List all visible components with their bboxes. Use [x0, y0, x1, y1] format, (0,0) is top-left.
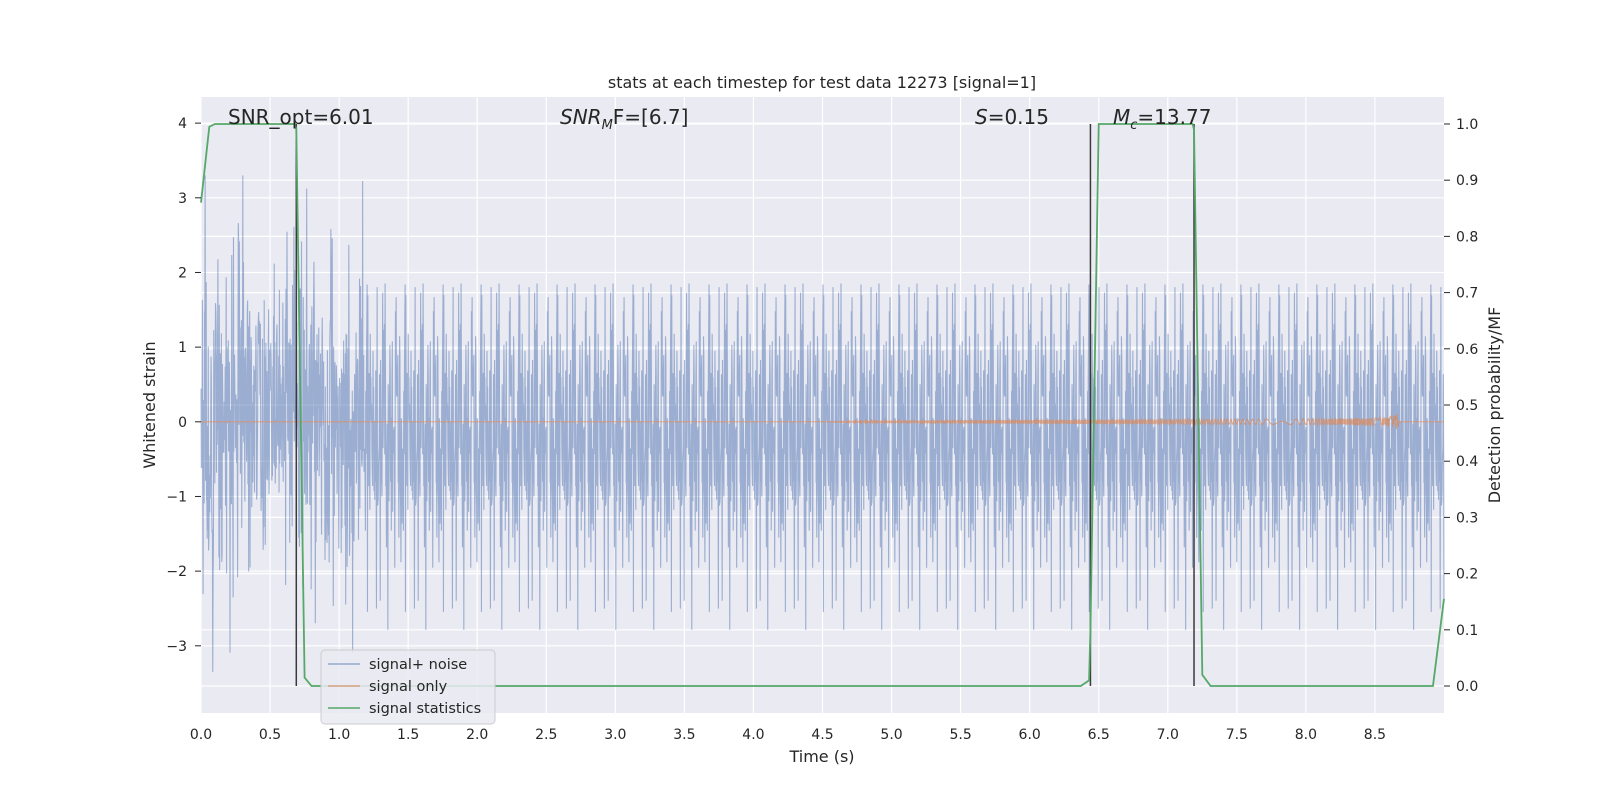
legend-label-signal-noise: signal+ noise [369, 657, 467, 673]
signal-statistics-line [200, 123, 1445, 687]
x-tick-label: 4.5 [811, 727, 833, 743]
y-tick-label: 3 [178, 191, 187, 207]
x-tick-label: 5.5 [949, 727, 971, 743]
y-tick-label: 1 [178, 340, 187, 356]
annotation-mc: Mc=13.77 [1113, 105, 1211, 133]
y2-axis-label: Detection probability/MF [1485, 307, 1504, 504]
signal-only-line [201, 413, 1444, 430]
x-tick-label: 5.0 [880, 727, 902, 743]
x-tick-label: 7.5 [1226, 727, 1248, 743]
y-tick-label: 4 [178, 116, 187, 132]
chart-title: stats at each timestep for test data 122… [608, 73, 1036, 92]
y2-axis-ticks: 1.0 0.9 0.8 0.7 0.6 0.5 0.4 0.3 0.2 0.1 0.0 [1444, 117, 1478, 695]
signal-noise-series [200, 175, 1445, 672]
y-axis-label: Whitened strain [140, 341, 159, 468]
x-tick-label: 6.0 [1019, 727, 1041, 743]
y-tick-label: 2 [178, 265, 187, 281]
x-tick-label: 0.0 [190, 727, 212, 743]
x-tick-label: 0.5 [259, 727, 281, 743]
y-tick-label: −1 [166, 489, 187, 505]
x-tick-label: 2.5 [535, 727, 557, 743]
y2-tick-label: 0.4 [1456, 454, 1478, 470]
x-tick-label: 3.5 [673, 727, 695, 743]
legend-label-signal-only: signal only [369, 679, 448, 695]
signal-statistics-series [200, 123, 1445, 687]
y-tick-label: −2 [166, 564, 187, 580]
y-tick-label: 0 [178, 415, 187, 431]
y2-tick-label: 0.2 [1456, 567, 1478, 583]
y-tick-label: −3 [166, 639, 187, 655]
y2-tick-label: 0.6 [1456, 342, 1478, 358]
y-axis-ticks: 4 3 2 1 0 −1 −2 −3 [166, 116, 201, 655]
x-tick-label: 2.0 [466, 727, 488, 743]
x-tick-label: 3.0 [604, 727, 626, 743]
x-tick-label: 1.5 [397, 727, 419, 743]
legend: signal+ noise signal only signal statist… [320, 649, 496, 725]
x-tick-label: 4.0 [742, 727, 764, 743]
y2-tick-label: 0.7 [1456, 286, 1478, 302]
x-tick-label: 8.5 [1364, 727, 1386, 743]
y2-tick-label: 0.8 [1456, 229, 1478, 245]
y2-tick-label: 0.1 [1456, 623, 1478, 639]
y2-tick-label: 0.3 [1456, 510, 1478, 526]
legend-label-signal-statistics: signal statistics [369, 701, 481, 717]
annotation-s: S=0.15 [975, 105, 1049, 129]
legend-box [320, 649, 496, 725]
y2-tick-label: 0.0 [1456, 679, 1478, 695]
x-axis-ticks: 0.0 0.5 1.0 1.5 2.0 2.5 3.0 3.5 4.0 4.5 5.0 5.5 6.0 6… [190, 727, 1386, 743]
x-axis-label: Time (s) [788, 747, 854, 766]
x-tick-label: 8.0 [1295, 727, 1317, 743]
annotation-snr-opt: SNR_opt=6.01 [228, 105, 374, 129]
x-tick-label: 7.0 [1157, 727, 1179, 743]
y2-tick-label: 0.9 [1456, 173, 1478, 189]
signal-only-series [201, 413, 1444, 430]
signal-noise-line [200, 175, 1445, 672]
y2-tick-label: 0.5 [1456, 398, 1478, 414]
y2-tick-label: 1.0 [1456, 117, 1478, 133]
x-tick-label: 1.0 [328, 727, 350, 743]
x-tick-label: 6.5 [1088, 727, 1110, 743]
annotation-snr-mf: SNRMF=[6.7] [560, 105, 688, 133]
